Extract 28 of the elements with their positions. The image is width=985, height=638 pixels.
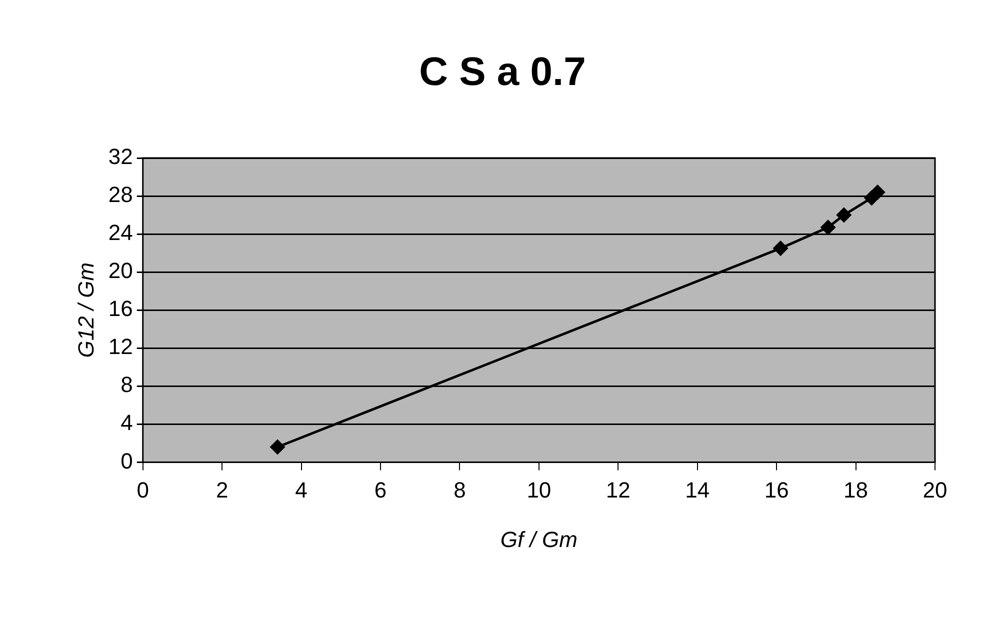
x-tick-label: 10 [526, 477, 552, 502]
point [773, 241, 788, 256]
y-tick-label: 32 [108, 144, 133, 170]
x-tick-label: 20 [922, 477, 948, 502]
x-tick-label: 4 [295, 477, 308, 502]
chart-title: C S a 0.7 [419, 50, 586, 94]
y-tick-label: 8 [120, 372, 133, 398]
point [836, 208, 852, 222]
y-axis-title: G12 / Gm [73, 262, 98, 358]
point [270, 440, 285, 454]
y-tick-label: 4 [120, 410, 133, 436]
point [820, 220, 836, 235]
x-tick-label: 0 [136, 477, 149, 502]
x-tick-label: 12 [606, 477, 630, 502]
point [870, 184, 885, 200]
y-tick-label: 28 [108, 182, 133, 208]
y-tick-label: 24 [108, 220, 133, 246]
x-tick-label: 2 [216, 477, 228, 502]
x-tick-label: 18 [844, 477, 868, 502]
x-tick-label: 16 [764, 477, 789, 502]
x-axis-title: Gf / Gm [500, 526, 578, 552]
x-tick-label: 6 [374, 477, 387, 502]
x-tick-label: 8 [454, 477, 466, 502]
y-tick-label: 20 [108, 258, 133, 284]
y-tick-label: 16 [108, 296, 133, 322]
y-tick-label: 12 [108, 334, 133, 360]
y-tick-label: 0 [120, 448, 133, 474]
x-tick-label: 14 [685, 477, 710, 502]
